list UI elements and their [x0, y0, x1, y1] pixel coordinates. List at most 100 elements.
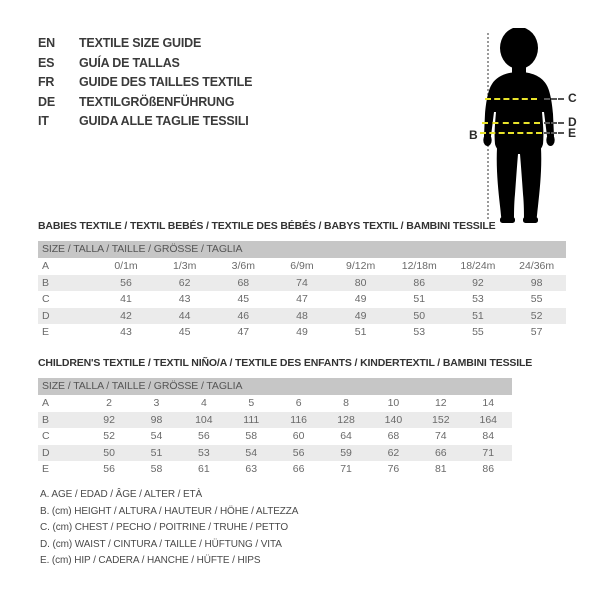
cell: 68 [369, 428, 418, 445]
cell: 18/24m [448, 258, 508, 275]
hip-leader-line [544, 132, 564, 134]
table-row: A 2 3 4 5 6 8 10 12 14 [38, 395, 512, 412]
cell: 58 [132, 461, 181, 478]
language-text-es: GUÍA DE TALLAS [79, 55, 180, 70]
cell: 98 [507, 274, 566, 291]
cell: 54 [227, 444, 275, 461]
cell: 45 [213, 291, 273, 308]
cell: 9/12m [331, 258, 390, 275]
cell: 2 [85, 395, 133, 412]
cell: 5 [227, 395, 275, 412]
table-row: B 56 62 68 74 80 86 92 98 [38, 274, 566, 291]
cell: 49 [331, 307, 390, 324]
cell: 53 [180, 444, 228, 461]
cell: 55 [507, 291, 566, 308]
cell: 44 [155, 307, 214, 324]
cell: 63 [227, 461, 275, 478]
language-text-fr: GUIDE DES TAILLES TEXTILE [79, 75, 253, 89]
table-row: D 50 51 53 54 56 59 62 66 71 [38, 444, 512, 461]
hip-measure-line [480, 132, 542, 134]
cell: 64 [322, 428, 370, 445]
language-title-block: EN TEXTILE SIZE GUIDE ES GUÍA DE TALLAS … [38, 36, 418, 134]
language-code-en: EN [38, 36, 55, 50]
table-row: B 92 98 104 111 116 128 140 152 164 [38, 411, 512, 428]
table-header-row: SIZE / TALLA / TAILLE / GRÖSSE / TAGLIA [38, 241, 566, 258]
cell: 71 [322, 461, 370, 478]
child-silhouette-icon [483, 28, 555, 223]
row-label: D [38, 307, 97, 324]
cell: 51 [331, 324, 390, 341]
cell: 47 [272, 291, 332, 308]
cell: 152 [417, 411, 465, 428]
cell: 45 [155, 324, 214, 341]
language-text-en: TEXTILE SIZE GUIDE [79, 36, 202, 50]
row-label: E [38, 324, 97, 341]
language-row-de: DE TEXTILGRÖßENFÜHRUNG [38, 95, 418, 115]
language-row-it: IT GUIDA ALLE TAGLIE TESSILI [38, 114, 418, 134]
cell: 3/6m [213, 258, 273, 275]
cell: 62 [369, 444, 418, 461]
cell: 55 [448, 324, 508, 341]
cell: 24/36m [507, 258, 566, 275]
children-size-table: SIZE / TALLA / TAILLE / GRÖSSE / TAGLIA … [38, 378, 512, 478]
cell: 140 [369, 411, 418, 428]
cell: 116 [274, 411, 323, 428]
table-header-row: SIZE / TALLA / TAILLE / GRÖSSE / TAGLIA [38, 378, 512, 395]
language-code-es: ES [38, 55, 55, 70]
cell: 76 [369, 461, 418, 478]
cell: 1/3m [155, 258, 214, 275]
cell: 47 [213, 324, 273, 341]
language-row-fr: FR GUIDE DES TAILLES TEXTILE [38, 75, 418, 95]
language-code-it: IT [38, 114, 49, 128]
cell: 86 [389, 274, 449, 291]
language-text-de: TEXTILGRÖßENFÜHRUNG [79, 94, 235, 109]
cell: 111 [227, 411, 275, 428]
children-section-title: CHILDREN'S TEXTILE / TEXTIL NIÑO/A / TEX… [38, 357, 533, 369]
cell: 46 [213, 307, 273, 324]
cell: 57 [507, 324, 566, 341]
cell: 56 [85, 461, 133, 478]
row-label: C [38, 291, 97, 308]
cell: 58 [227, 428, 275, 445]
cell: 51 [389, 291, 449, 308]
cell: 92 [85, 411, 133, 428]
row-label: B [38, 274, 97, 291]
cell: 98 [132, 411, 181, 428]
cell: 50 [85, 444, 133, 461]
cell: 41 [96, 291, 156, 308]
babies-textile-section: BABIES TEXTILE / TEXTIL BEBÉS / TEXTILE … [38, 220, 566, 341]
cell: 14 [464, 395, 512, 412]
legend-item-e: E. (cm) HIP / CADERA / HANCHE / HÜFTE / … [40, 555, 261, 566]
cell: 42 [96, 307, 156, 324]
row-label: A [38, 395, 86, 412]
cell: 8 [322, 395, 370, 412]
cell: 86 [464, 461, 512, 478]
cell: 92 [448, 274, 508, 291]
cell: 66 [274, 461, 323, 478]
row-label: B [38, 411, 86, 428]
cell: 104 [180, 411, 228, 428]
cell: 60 [274, 428, 323, 445]
cell: 59 [322, 444, 370, 461]
cell: 56 [180, 428, 228, 445]
legend-item-d: D. (cm) WAIST / CINTURA / TAILLE / HÜFTU… [40, 538, 282, 550]
cell: 62 [155, 274, 214, 291]
babies-section-title: BABIES TEXTILE / TEXTIL BEBÉS / TEXTILE … [38, 220, 496, 232]
legend-item-a: A. AGE / EDAD / ÂGE / ALTER / ETÀ [40, 489, 203, 500]
cell: 74 [272, 274, 332, 291]
cell: 10 [369, 395, 418, 412]
cell: 48 [272, 307, 332, 324]
cell: 49 [331, 291, 390, 308]
measurement-legend: A. AGE / EDAD / ÂGE / ALTER / ETÀ B. (cm… [40, 487, 298, 570]
waist-leader-line [544, 122, 564, 124]
row-label: D [38, 444, 86, 461]
cell: 53 [448, 291, 508, 308]
cell: 49 [272, 324, 332, 341]
waist-measure-label: D [568, 115, 577, 129]
babies-size-table: SIZE / TALLA / TAILLE / GRÖSSE / TAGLIA … [38, 241, 566, 341]
language-row-es: ES GUÍA DE TALLAS [38, 56, 418, 76]
cell: 0/1m [96, 258, 156, 275]
row-label: A [38, 258, 97, 275]
cell: 52 [507, 307, 566, 324]
cell: 54 [132, 428, 181, 445]
